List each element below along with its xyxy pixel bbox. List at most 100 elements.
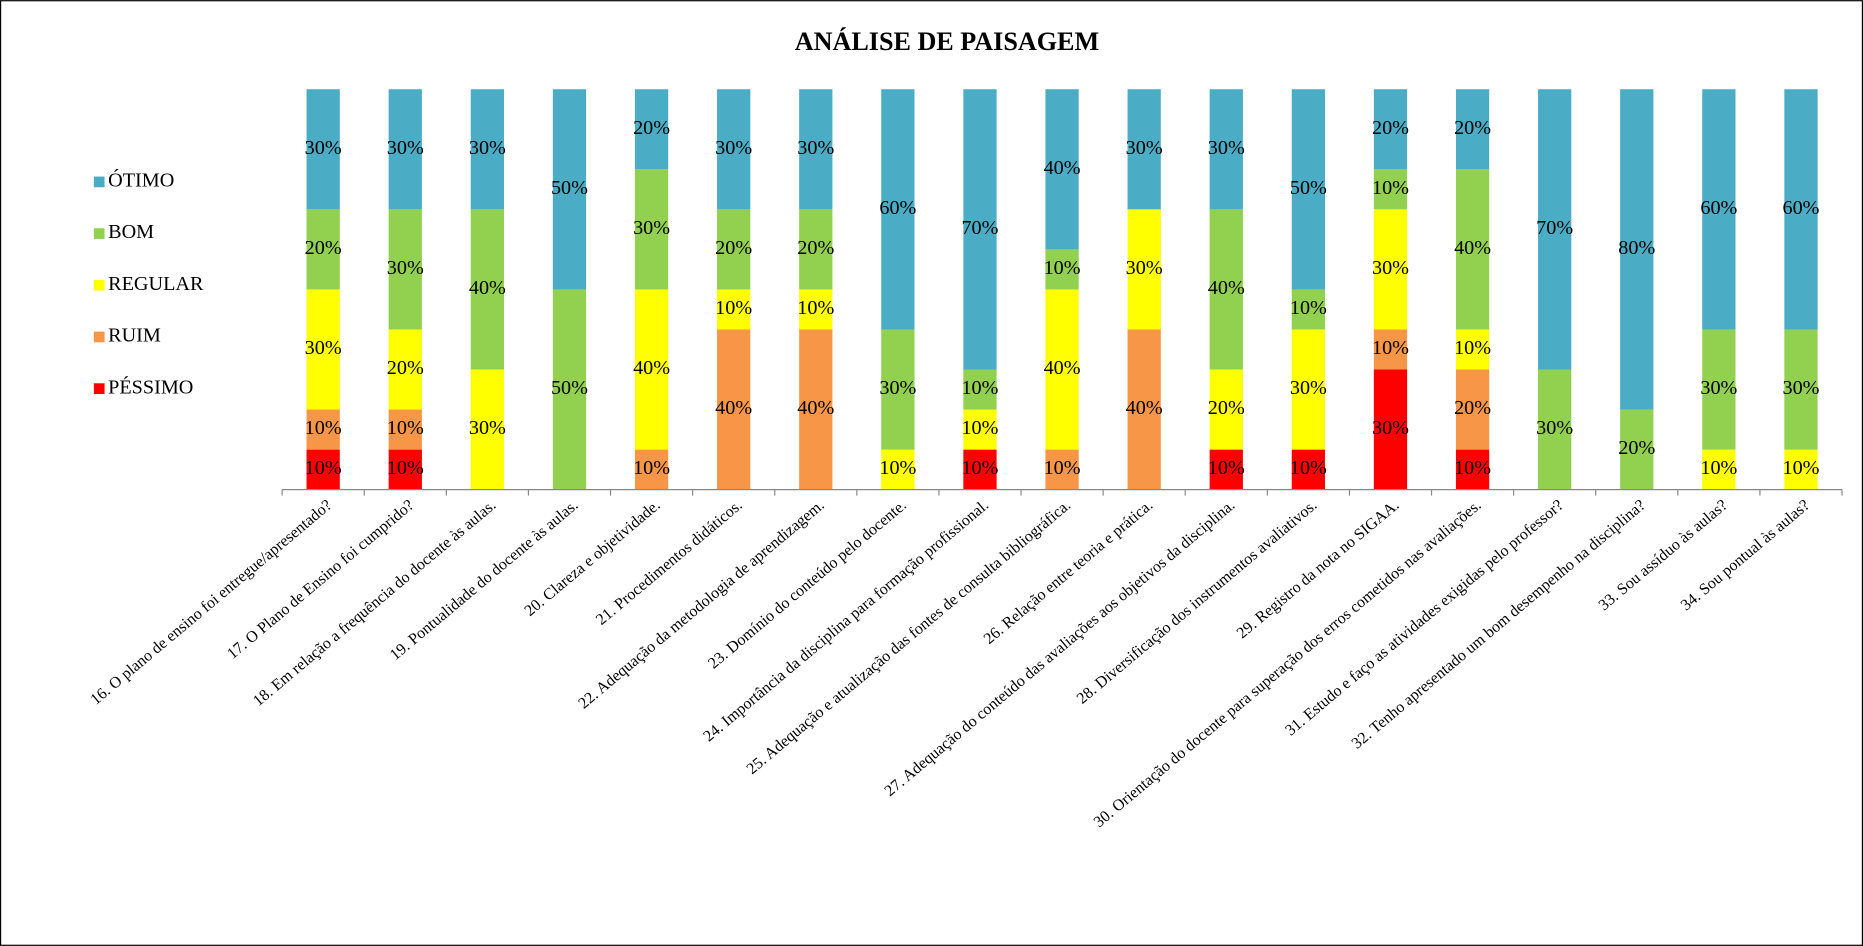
legend-swatch — [93, 279, 105, 291]
data-label: 10% — [1290, 457, 1327, 479]
bar-segment — [1373, 209, 1408, 330]
data-label: 30% — [1372, 417, 1409, 439]
data-label: 10% — [961, 377, 998, 399]
data-label: 30% — [1126, 257, 1163, 279]
bar-segment — [799, 89, 833, 210]
bar-segment — [388, 209, 422, 330]
data-label: 30% — [1700, 377, 1737, 399]
bar-segment — [1045, 289, 1079, 450]
bar-segment — [1291, 289, 1326, 330]
bar-segment — [1373, 169, 1408, 210]
data-label: 30% — [1208, 137, 1245, 159]
data-label: 20% — [387, 357, 424, 379]
bar-segment — [1209, 369, 1243, 450]
data-label: 10% — [1208, 457, 1245, 479]
bar-segment — [881, 449, 915, 490]
bar-segment — [799, 329, 833, 490]
data-label: 70% — [1536, 217, 1573, 239]
data-label: 40% — [469, 277, 506, 299]
data-label: 10% — [305, 457, 342, 479]
bar-segment — [306, 89, 340, 210]
bar-segment — [799, 209, 833, 290]
legend-label: PÉSSIMO — [108, 375, 193, 398]
bar-segment — [1784, 89, 1818, 330]
data-label: 30% — [469, 137, 506, 159]
bar-segment — [388, 449, 422, 490]
bar-segment — [1291, 449, 1326, 490]
bar-segment — [306, 289, 340, 410]
data-label: 10% — [387, 417, 424, 439]
bar-segment — [717, 209, 751, 290]
bar-segment — [1209, 209, 1243, 370]
data-label: 20% — [305, 237, 342, 259]
bar-segment — [388, 329, 422, 410]
data-label: 40% — [1454, 237, 1491, 259]
data-label: 30% — [1536, 417, 1573, 439]
bar-segment — [306, 209, 340, 290]
bar-segment — [963, 89, 997, 370]
bar-segment — [1784, 329, 1818, 450]
data-label: 60% — [879, 197, 916, 219]
bar-segment — [1620, 409, 1654, 490]
bar-segment — [1373, 329, 1408, 370]
data-label: 30% — [1126, 137, 1163, 159]
data-label: 10% — [715, 297, 752, 319]
data-label: 50% — [551, 377, 588, 399]
data-label: 40% — [1126, 397, 1163, 419]
bar-segment — [1373, 89, 1408, 170]
bar-segment — [1045, 449, 1079, 490]
legend-label: ÓTIMO — [108, 168, 174, 192]
bar-segment — [1538, 369, 1572, 490]
bar-segment — [306, 409, 340, 450]
data-label: 40% — [1044, 157, 1081, 179]
data-label: 40% — [1208, 277, 1245, 299]
data-label: 30% — [305, 137, 342, 159]
bar-segment — [1209, 89, 1243, 210]
data-label: 10% — [1700, 457, 1737, 479]
bar-segment — [1702, 329, 1736, 450]
bar-segment — [1455, 169, 1490, 330]
data-label: 60% — [1782, 197, 1819, 219]
data-label: 30% — [387, 137, 424, 159]
data-label: 20% — [1454, 117, 1491, 139]
data-label: 30% — [633, 217, 670, 239]
legend-swatch — [93, 331, 105, 343]
data-label: 10% — [961, 457, 998, 479]
data-label: 40% — [715, 397, 752, 419]
bar-segment — [881, 329, 915, 450]
data-label: 40% — [797, 397, 834, 419]
bar-segment — [552, 89, 587, 290]
bar-segment — [634, 289, 669, 450]
data-label: 20% — [1208, 397, 1245, 419]
data-label: 10% — [1782, 457, 1819, 479]
data-label: 20% — [715, 237, 752, 259]
data-label: 20% — [1618, 437, 1655, 459]
data-label: 30% — [387, 257, 424, 279]
data-label: 30% — [879, 377, 916, 399]
data-label: 30% — [797, 137, 834, 159]
data-label: 10% — [797, 297, 834, 319]
data-label: 10% — [1454, 457, 1491, 479]
bar-segment — [1291, 89, 1326, 290]
bar-segment — [1455, 449, 1490, 490]
bar-segment — [1702, 449, 1736, 490]
bar-segment — [799, 289, 833, 330]
bar-segment — [1291, 329, 1326, 450]
data-label: 10% — [1372, 177, 1409, 199]
bar-segment — [1045, 89, 1079, 250]
bar-segment — [717, 89, 751, 210]
bar-segment — [470, 369, 505, 490]
bar-segment — [717, 289, 751, 330]
data-label: 20% — [1372, 117, 1409, 139]
data-label: 40% — [633, 357, 670, 379]
bar-segment — [1127, 89, 1161, 210]
bar-segment — [470, 209, 505, 370]
bar-segment — [881, 89, 915, 330]
bar-segment — [1455, 89, 1490, 170]
bar-segment — [1373, 369, 1408, 490]
data-label: 30% — [1372, 257, 1409, 279]
bar-segment — [1209, 449, 1243, 490]
data-label: 80% — [1618, 237, 1655, 259]
bar-segment — [1538, 89, 1572, 370]
